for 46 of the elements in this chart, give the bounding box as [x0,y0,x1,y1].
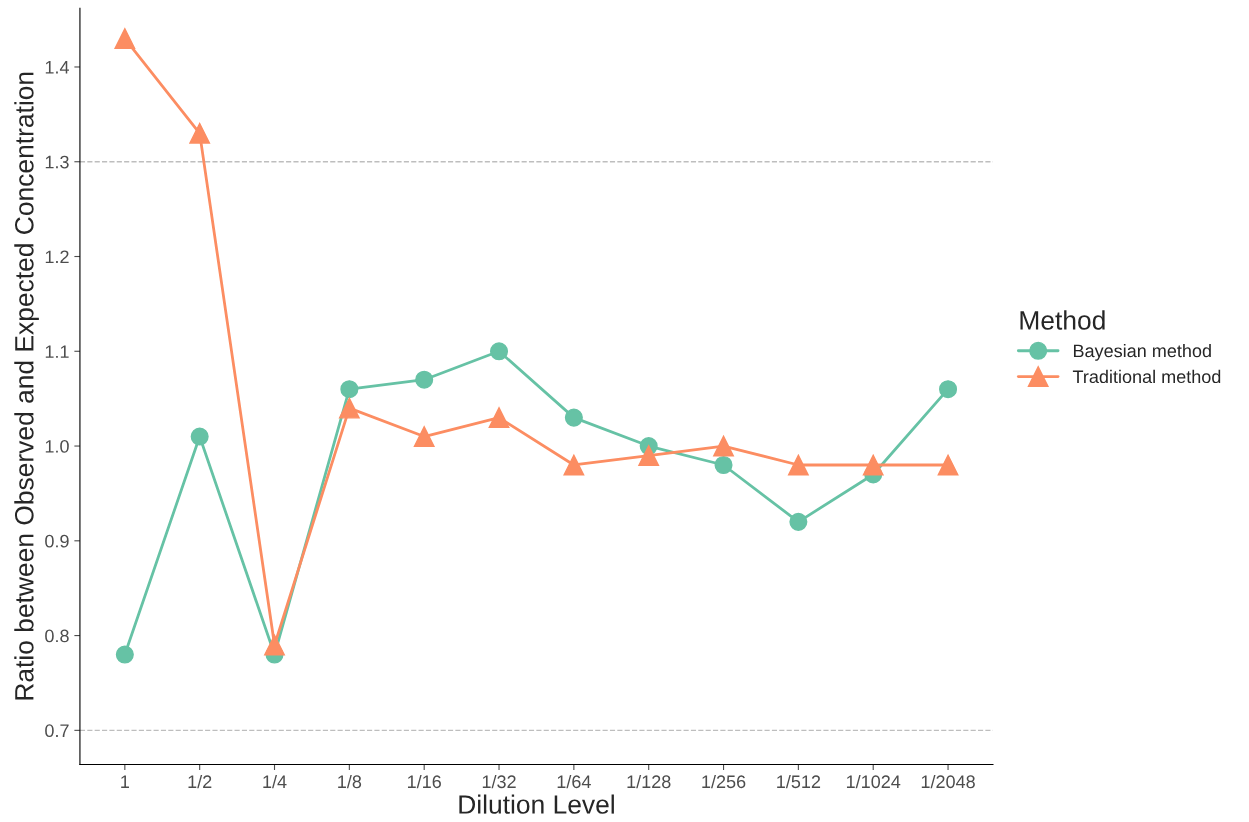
x-tick-label: 1/2 [188,774,212,789]
point [638,445,660,466]
x-tick-label: 1 [121,775,129,788]
y-tick-label: 1.2 [45,250,69,264]
point [489,342,509,361]
point [862,454,884,476]
legend-label: Traditional method [1072,369,1221,384]
point [713,435,734,457]
point [413,426,435,447]
x-tick-label: 1/2048 [921,774,975,789]
y-tick-label: 0.9 [45,534,69,548]
y-tick-label: 1.3 [45,155,69,169]
point [787,454,809,476]
point [937,454,959,476]
point [564,408,583,427]
point [415,370,434,389]
point [939,380,958,399]
x-tick-label: 1/64 [557,774,591,789]
x-tick-label: 1/32 [482,774,516,789]
point [338,397,360,419]
y-tick-label: 0.8 [45,629,69,643]
x-tick-label: 1/256 [702,774,746,789]
point [189,122,211,144]
point [789,512,808,531]
point [563,454,585,476]
x-axis-title: Dilution Level [459,794,614,814]
point [340,380,359,399]
y-tick-label: 1.0 [45,439,69,453]
x-tick-label: 1/1024 [846,774,901,789]
y-axis-title: Ratio between Observed and Expected Concentration [14,72,39,700]
point [114,28,136,49]
legend-title: Method [1020,310,1105,330]
x-tick-label: 1/128 [627,774,671,789]
x-tick-label: 1/4 [263,774,287,789]
y-tick-label: 1.4 [45,61,69,74]
x-tick-label: 1/8 [338,774,362,789]
y-tick-label: 1.1 [45,345,69,358]
legend-label: Bayesian method [1073,344,1211,361]
point [488,407,510,429]
x-tick-label: 1/16 [408,774,441,789]
y-tick-label: 0.7 [45,724,69,738]
point [115,645,134,664]
point [190,427,209,446]
point [714,455,733,475]
x-tick-label: 1/512 [777,774,821,789]
point [264,634,285,656]
